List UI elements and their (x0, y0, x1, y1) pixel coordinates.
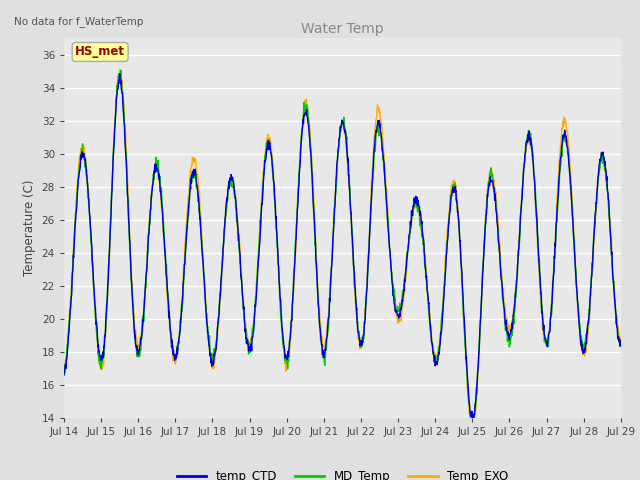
Text: No data for f_WaterTemp: No data for f_WaterTemp (14, 16, 143, 26)
Temp_EXO (60, 368, 68, 374)
MD_Temp (429, 351, 437, 357)
Text: HS_met: HS_met (75, 46, 125, 59)
temp_CTD (246, 348, 254, 354)
MD_Temp (617, 339, 625, 345)
Temp_EXO (467, 415, 474, 420)
Legend: temp_CTD, MD_Temp, Temp_EXO: temp_CTD, MD_Temp, Temp_EXO (172, 465, 513, 480)
Line: MD_Temp: MD_Temp (64, 70, 621, 418)
Line: Temp_EXO: Temp_EXO (64, 70, 621, 418)
temp_CTD (502, 327, 510, 333)
MD_Temp (60, 371, 68, 376)
Temp_EXO (429, 345, 437, 350)
MD_Temp (552, 243, 559, 249)
Temp_EXO (184, 194, 192, 200)
temp_CTD (184, 209, 192, 215)
Y-axis label: Temperature (C): Temperature (C) (23, 180, 36, 276)
MD_Temp (184, 212, 192, 217)
MD_Temp (502, 324, 510, 330)
temp_CTD (116, 71, 124, 77)
Temp_EXO (171, 355, 179, 360)
temp_CTD (468, 415, 476, 420)
MD_Temp (171, 352, 179, 358)
temp_CTD (171, 358, 179, 363)
temp_CTD (429, 349, 437, 355)
MD_Temp (117, 67, 125, 73)
Title: Water Temp: Water Temp (301, 22, 384, 36)
MD_Temp (246, 344, 254, 349)
Temp_EXO (246, 336, 254, 342)
Line: temp_CTD: temp_CTD (64, 74, 621, 418)
Temp_EXO (552, 233, 559, 239)
Temp_EXO (617, 334, 625, 340)
MD_Temp (468, 415, 476, 420)
Temp_EXO (502, 316, 510, 322)
temp_CTD (552, 243, 559, 249)
temp_CTD (617, 337, 625, 343)
temp_CTD (60, 369, 68, 375)
Temp_EXO (116, 67, 124, 72)
